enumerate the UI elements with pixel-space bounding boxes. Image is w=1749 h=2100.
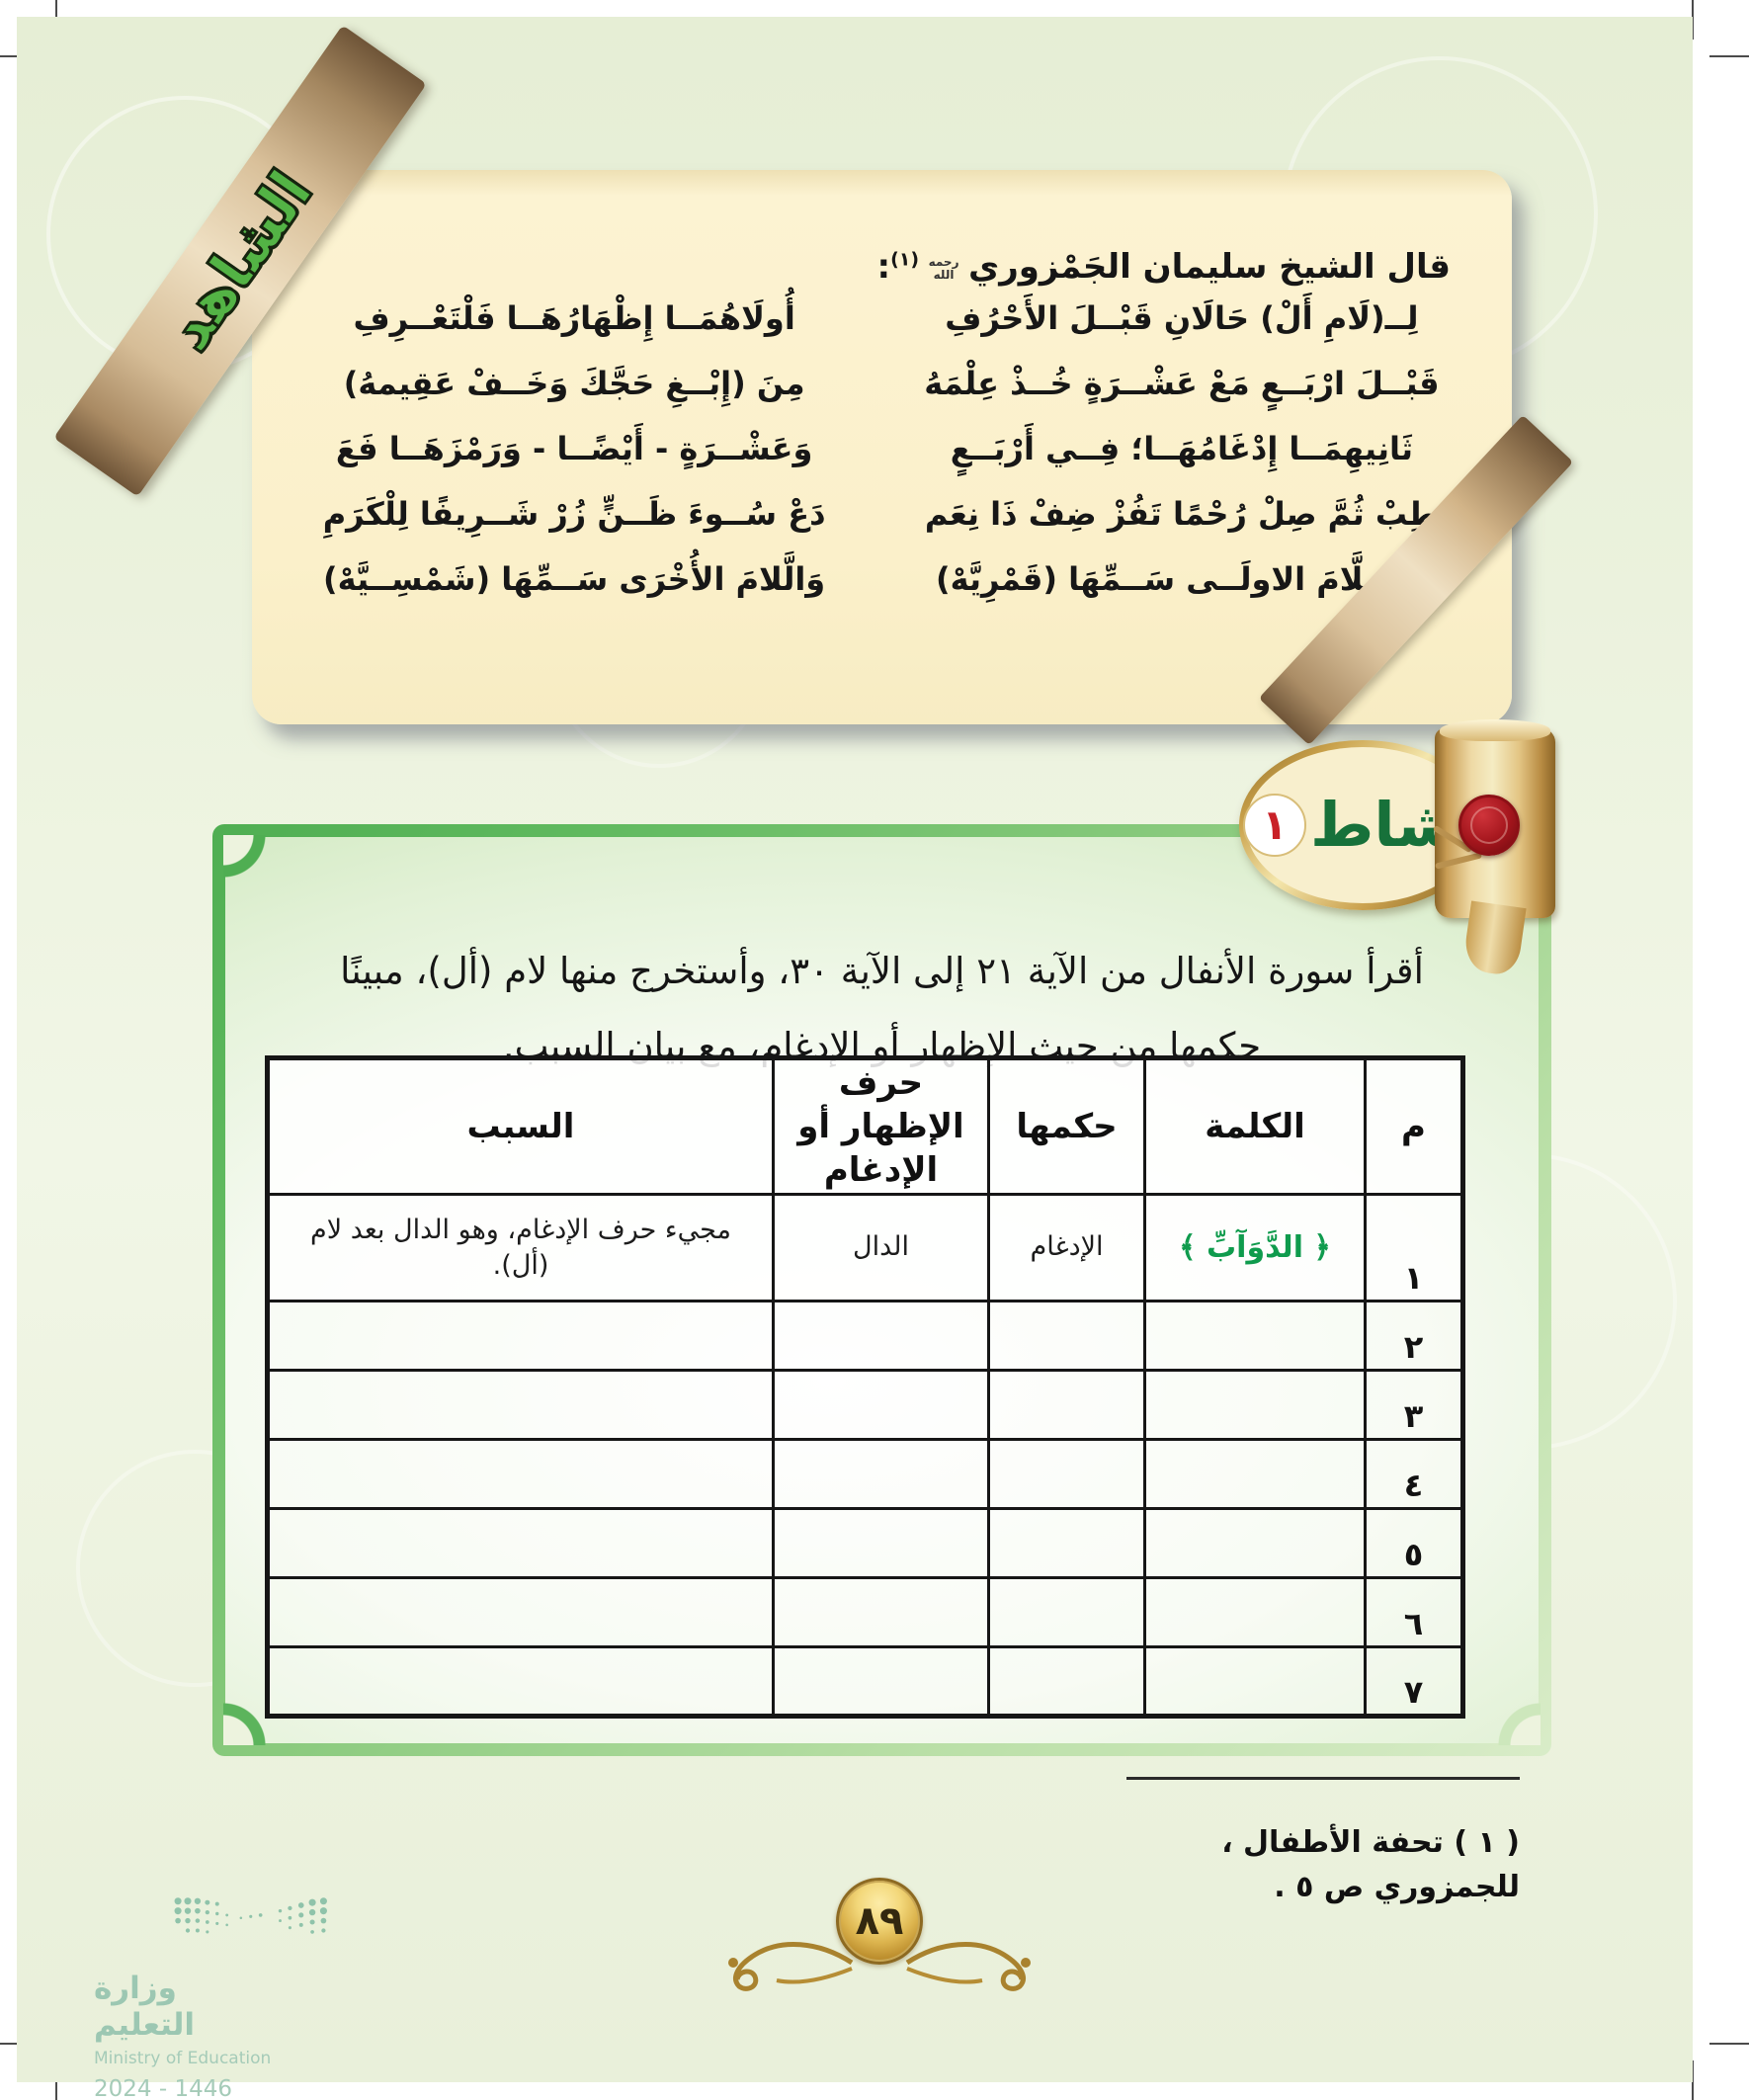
activity-table: م الكلمة حكمها حرف الإظهار أو الإدغام ال… [265, 1055, 1465, 1719]
poem-intro-text: قال الشيخ سليمان الجَمْزوري [968, 247, 1451, 287]
cell-reason [266, 1300, 775, 1372]
cell-number: ٢ [1364, 1300, 1464, 1372]
flourish-icon [728, 1942, 854, 1991]
cell-ruling [987, 1300, 1146, 1372]
moe-logo-arabic: وزارة التعليم [94, 1971, 196, 2044]
cell-letter [772, 1507, 990, 1579]
cell-word [1143, 1507, 1367, 1579]
header-reason: السبب [266, 1056, 775, 1196]
hemistich-right: لِــ(لَامِ أَلْ) حَالَانِ قَبْــلَ الأَح… [945, 299, 1419, 338]
crop-mark [1692, 0, 1694, 40]
hemistich-left: أُولَاهُمَــا إِظْهَارُهَــا فَلْتَعْــر… [353, 299, 795, 338]
table-header-row: م الكلمة حكمها حرف الإظهار أو الإدغام ال… [266, 1056, 1464, 1196]
table-row: ٤ [266, 1438, 1464, 1510]
corner-notch [223, 835, 277, 888]
corner-notch [1487, 1692, 1541, 1745]
cell-reason [266, 1645, 775, 1718]
cell-number: ٤ [1364, 1438, 1464, 1510]
hemistich-left: دَعْ سُــوءَ ظَــنٍّ زُرْ شَــرِيفًا لِل… [322, 495, 826, 534]
cell-letter [772, 1645, 990, 1718]
header-number: م [1364, 1056, 1464, 1196]
hemistich-left: وَعَشْــرَةٍ - أَيْضًــا - وَرَمْزَهَــا… [335, 430, 813, 468]
moe-logo-dots-icon [174, 1897, 327, 1934]
activity-box-inner: أقرأ سورة الأنفال من الآية ٢١ إلى الآية … [223, 835, 1541, 1745]
hemistich-right: ثَانِيهِمَــا إِدْغَامُهَــا؛ فِــي أَرْ… [950, 430, 1413, 468]
poem-verses: لِــ(لَامِ أَلْ) حَالَانِ قَبْــلَ الأَح… [299, 287, 1457, 613]
header-word: الكلمة [1143, 1056, 1367, 1196]
cell-ruling [987, 1507, 1146, 1579]
cell-reason: مجيء حرف الإدغام، وهو الدال بعد لام (أل)… [266, 1193, 775, 1302]
crop-mark [1709, 2043, 1749, 2045]
moe-logo-english: Ministry of Education [94, 2049, 272, 2069]
table-row: ١ ﴿ الدَّوَآبِّ ﴾ الإدغام الدال مجيء حرف… [266, 1193, 1464, 1302]
cell-word [1143, 1645, 1367, 1718]
cell-word [1143, 1369, 1367, 1441]
cell-number: ٦ [1364, 1576, 1464, 1648]
cell-ruling [987, 1576, 1146, 1648]
cell-letter [772, 1438, 990, 1510]
cell-number: ٥ [1364, 1507, 1464, 1579]
cell-ruling [987, 1438, 1146, 1510]
activity-instructions-line1: أقرأ سورة الأنفال من الآية ٢١ إلى الآية … [340, 950, 1424, 992]
cell-word [1143, 1576, 1367, 1648]
moe-logo-years: 2024 - 1446 [94, 2076, 232, 2100]
cell-letter [772, 1369, 990, 1441]
page-number: ٨٩ [855, 1898, 904, 1944]
table-row: ٧ [266, 1645, 1464, 1718]
footnote-marker: ( ١ ) [1454, 1825, 1520, 1860]
cell-ruling: الإدغام [987, 1193, 1146, 1302]
verse-line: ثَانِيهِمَــا إِدْغَامُهَــا؛ فِــي أَرْ… [299, 417, 1457, 482]
crop-mark [1709, 55, 1749, 57]
rahimahullah-seal: رحمه الله [928, 254, 959, 282]
table-row: ٥ [266, 1507, 1464, 1579]
cell-number: ٧ [1364, 1645, 1464, 1718]
header-ruling: حكمها [987, 1056, 1146, 1196]
cell-ruling [987, 1369, 1146, 1441]
cell-word [1143, 1438, 1367, 1510]
cell-letter [772, 1576, 990, 1648]
hemistich-left: وَالَّلامَ الأُخْرَى سَــمِّهَا (شَمْسِـ… [323, 560, 826, 599]
footnote-rule [1126, 1777, 1520, 1780]
hemistich-left: مِنَ (إِبْــغِ حَجَّكَ وَخَــفْ عَقِيمهُ… [343, 365, 805, 403]
poem-intro: قال الشيخ سليمان الجَمْزوري رحمه الله (١): [876, 243, 1451, 292]
moe-logo: وزارة التعليم Ministry of Education 2024… [94, 1893, 390, 2100]
wax-seal-icon [1458, 795, 1520, 856]
footnote-text: تحفة الأطفال ، للجمزوري ص ٥ . [1221, 1825, 1520, 1904]
footnote: ( ١ ) تحفة الأطفال ، للجمزوري ص ٥ . [1067, 1820, 1520, 1909]
cell-ruling [987, 1645, 1146, 1718]
activity-number: ١ [1262, 800, 1288, 849]
cell-number: ٣ [1364, 1369, 1464, 1441]
cell-number: ١ [1364, 1193, 1464, 1302]
table-row: ٣ [266, 1369, 1464, 1441]
cell-reason [266, 1369, 775, 1441]
cell-letter [772, 1300, 990, 1372]
footnote-ref: (١) [890, 248, 920, 271]
crop-mark [1692, 2060, 1694, 2100]
activity-number-circle: ١ [1242, 794, 1306, 857]
hemistich-right: طِبْ ثُمَّ صِلْ رُحْمًا تَفُزْ ضِفْ ذَا … [924, 495, 1439, 534]
hemistich-right: قَبْــلَ ارْبَــعٍ مَعْ عَشْــرَةٍ خُــذ… [924, 365, 1440, 403]
corner-notch [223, 1692, 277, 1745]
hemistich-right: وَالــلَّامَ الاولَــى سَــمِّهَا (قَمْر… [935, 560, 1428, 599]
verse-line: لِــ(لَامِ أَلْ) حَالَانِ قَبْــلَ الأَح… [299, 287, 1457, 352]
table-row: ٢ [266, 1300, 1464, 1372]
verse-line: طِبْ ثُمَّ صِلْ رُحْمًا تَفُزْ ضِفْ ذَا … [299, 482, 1457, 547]
header-letter: حرف الإظهار أو الإدغام [772, 1056, 990, 1196]
cell-reason [266, 1438, 775, 1510]
intro-colon: : [876, 247, 891, 287]
activity-box: أقرأ سورة الأنفال من الآية ٢١ إلى الآية … [212, 824, 1551, 1756]
cell-reason [266, 1507, 775, 1579]
flourish-icon [905, 1942, 1031, 1991]
verse-line: وَالــلَّامَ الاولَــى سَــمِّهَا (قَمْر… [299, 547, 1457, 613]
cell-word [1143, 1300, 1367, 1372]
cell-reason [266, 1576, 775, 1648]
cell-word: ﴿ الدَّوَآبِّ ﴾ [1143, 1193, 1367, 1302]
page-number-medallion: ٨٩ [836, 1878, 923, 1965]
verse-line: قَبْــلَ ارْبَــعٍ مَعْ عَشْــرَةٍ خُــذ… [299, 352, 1457, 417]
cell-letter: الدال [772, 1193, 990, 1302]
table-row: ٦ [266, 1576, 1464, 1648]
shahid-box: قال الشيخ سليمان الجَمْزوري رحمه الله (١):… [252, 170, 1512, 724]
